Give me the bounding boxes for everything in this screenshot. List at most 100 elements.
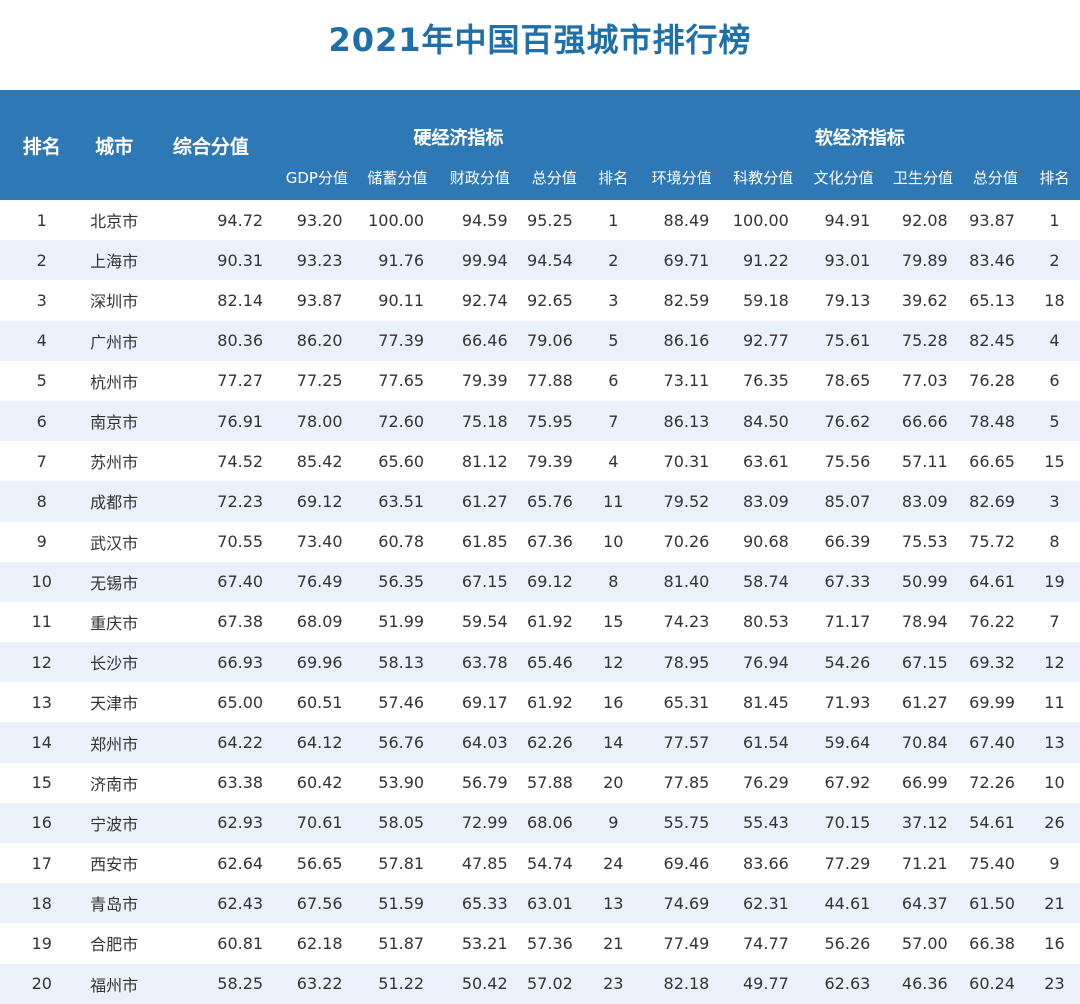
cell-savings-score: 65.60 — [378, 451, 425, 471]
cell-rank: 4 — [36, 331, 47, 351]
cell-hard-total-score: 61.92 — [527, 692, 573, 712]
table-row: 13 天津市 65.00 60.51 57.46 69.17 61.92 16 65.31 81.… — [0, 682, 1080, 722]
cell-soft-total-score: 76.22 — [969, 612, 1015, 632]
cell-soft-total-score: 76.28 — [969, 371, 1015, 391]
cell-hard-rank: 5 — [608, 331, 619, 351]
cell-soft-total-score: 69.99 — [969, 692, 1015, 712]
cell-hard-rank: 16 — [603, 692, 624, 712]
cell-city: 福州市 — [90, 975, 139, 995]
cell-rank: 6 — [36, 411, 47, 431]
cell-rank: 14 — [31, 733, 52, 753]
header-culture-score: 文化分值 — [802, 154, 885, 200]
cell-health-score: 50.99 — [901, 572, 948, 592]
cell-composite-score: 60.81 — [217, 933, 264, 953]
cell-hard-rank: 23 — [603, 974, 624, 994]
cell-education-score: 49.77 — [743, 974, 789, 994]
cell-hard-rank: 11 — [603, 491, 624, 511]
cell-soft-rank: 15 — [1044, 451, 1065, 471]
cell-culture-score: 62.63 — [824, 974, 871, 994]
cell-fiscal-score: 59.54 — [461, 612, 508, 632]
cell-soft-rank: 13 — [1044, 733, 1065, 753]
cell-health-score: 64.37 — [901, 893, 948, 913]
cell-soft-rank: 1 — [1049, 210, 1060, 230]
cell-fiscal-score: 47.85 — [461, 853, 508, 873]
cell-city: 重庆市 — [90, 613, 139, 633]
cell-hard-total-score: 77.88 — [527, 371, 573, 391]
table-body: 1 北京市 94.72 93.20 100.00 94.59 95.25 1 88.49 100.… — [0, 200, 1080, 1004]
cell-hard-total-score: 75.95 — [527, 411, 573, 431]
cell-rank: 5 — [36, 371, 47, 391]
cell-environment-score: 69.71 — [663, 250, 710, 270]
cell-hard-rank: 6 — [608, 371, 619, 391]
cell-city: 北京市 — [90, 212, 139, 232]
cell-education-score: 55.43 — [743, 813, 789, 833]
cell-savings-score: 57.46 — [378, 692, 425, 712]
cell-culture-score: 54.26 — [824, 652, 871, 672]
cell-city: 郑州市 — [90, 734, 139, 754]
cell-hard-rank: 15 — [603, 612, 624, 632]
cell-soft-rank: 9 — [1049, 853, 1060, 873]
table-row: 4 广州市 80.36 86.20 77.39 66.46 79.06 5 86.16 92.77… — [0, 320, 1080, 361]
table-row: 14 郑州市 64.22 64.12 56.76 64.03 62.26 14 77.57 61.… — [0, 722, 1080, 763]
cell-education-score: 91.22 — [743, 250, 789, 270]
cell-hard-rank: 24 — [603, 853, 624, 873]
cell-soft-total-score: 66.65 — [969, 451, 1015, 471]
cell-rank: 11 — [31, 612, 52, 632]
cell-savings-score: 60.78 — [378, 532, 425, 552]
cell-soft-rank: 18 — [1044, 290, 1065, 310]
cell-savings-score: 58.05 — [378, 813, 425, 833]
cell-culture-score: 93.01 — [824, 250, 871, 270]
table-row: 12 长沙市 66.93 69.96 58.13 63.78 65.46 12 78.95 76.… — [0, 642, 1080, 683]
cell-composite-score: 62.43 — [217, 893, 264, 913]
cell-fiscal-score: 66.46 — [461, 331, 508, 351]
cell-savings-score: 58.13 — [378, 652, 425, 672]
header-soft-economy-group: 软经济指标 — [639, 90, 1080, 154]
cell-health-score: 67.15 — [901, 652, 948, 672]
cell-environment-score: 81.40 — [663, 572, 710, 592]
cell-hard-total-score: 67.36 — [527, 532, 573, 552]
cell-education-score: 90.68 — [743, 532, 789, 552]
cell-gdp-score: 63.22 — [296, 974, 343, 994]
cell-soft-total-score: 60.24 — [969, 974, 1015, 994]
table-row: 1 北京市 94.72 93.20 100.00 94.59 95.25 1 88.49 100.… — [0, 200, 1080, 240]
cell-fiscal-score: 61.27 — [461, 491, 508, 511]
cell-gdp-score: 73.40 — [296, 532, 343, 552]
table-row: 16 宁波市 62.93 70.61 58.05 72.99 68.06 9 55.75 55.4… — [0, 802, 1080, 843]
cell-soft-rank: 11 — [1044, 692, 1065, 712]
cell-education-score: 84.50 — [743, 411, 789, 431]
table-row: 11 重庆市 67.38 68.09 51.99 59.54 61.92 15 74.23 80.… — [0, 602, 1080, 642]
cell-hard-total-score: 68.06 — [527, 813, 573, 833]
cell-culture-score: 59.64 — [824, 733, 871, 753]
cell-environment-score: 88.49 — [663, 210, 710, 230]
cell-environment-score: 70.31 — [663, 451, 710, 471]
cell-city: 天津市 — [90, 694, 139, 714]
cell-hard-rank: 14 — [603, 733, 624, 753]
cell-culture-score: 94.91 — [824, 210, 871, 230]
cell-gdp-score: 69.12 — [296, 491, 343, 511]
cell-savings-score: 77.39 — [378, 331, 425, 351]
cell-gdp-score: 77.25 — [296, 371, 343, 391]
cell-rank: 10 — [31, 572, 52, 592]
cell-hard-rank: 20 — [603, 773, 624, 793]
cell-environment-score: 77.49 — [663, 933, 710, 953]
cell-soft-rank: 23 — [1044, 974, 1065, 994]
cell-hard-rank: 9 — [608, 813, 619, 833]
header-gdp-score: GDP分值 — [277, 154, 357, 200]
cell-rank: 20 — [31, 974, 52, 994]
cell-hard-total-score: 57.36 — [527, 933, 573, 953]
cell-hard-total-score: 57.02 — [527, 974, 573, 994]
header-soft-total-score: 总分值 — [961, 154, 1029, 200]
cell-fiscal-score: 64.03 — [461, 733, 508, 753]
cell-city: 合肥市 — [90, 935, 139, 955]
cell-culture-score: 44.61 — [824, 893, 871, 913]
cell-environment-score: 65.31 — [663, 692, 710, 712]
cell-fiscal-score: 79.39 — [461, 371, 508, 391]
cell-rank: 8 — [36, 491, 47, 511]
cell-health-score: 39.62 — [901, 290, 948, 310]
cell-hard-rank: 12 — [603, 652, 624, 672]
cell-rank: 12 — [31, 652, 52, 672]
cell-fiscal-score: 94.59 — [461, 210, 508, 230]
cell-culture-score: 67.33 — [824, 572, 871, 592]
cell-soft-rank: 3 — [1049, 491, 1060, 511]
cell-hard-total-score: 94.54 — [527, 250, 573, 270]
